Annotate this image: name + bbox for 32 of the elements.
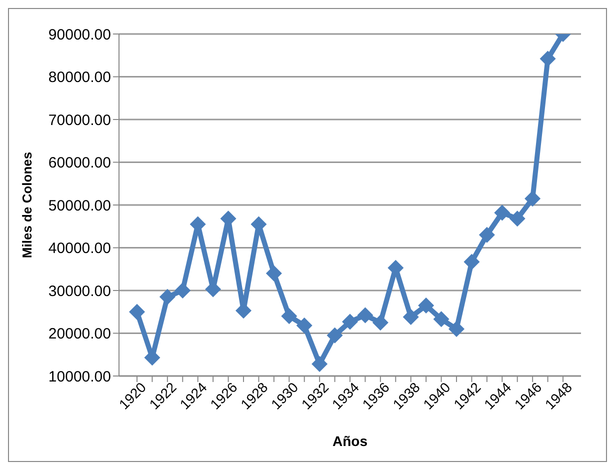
y-tick-label: 10000.00	[48, 368, 111, 386]
y-axis-title: Miles de Colones	[20, 152, 35, 258]
x-axis-title: Años	[332, 433, 368, 449]
y-tick-label: 30000.00	[48, 282, 111, 300]
y-tick-label: 20000.00	[48, 326, 111, 343]
point	[159, 288, 176, 305]
point	[433, 311, 450, 328]
point	[402, 309, 419, 326]
point	[326, 327, 343, 344]
point	[524, 190, 541, 207]
point	[357, 307, 374, 324]
point	[129, 304, 145, 320]
point	[448, 320, 464, 337]
point	[281, 308, 298, 324]
point	[540, 50, 556, 67]
point	[372, 314, 388, 331]
point	[509, 210, 526, 227]
point	[464, 254, 480, 270]
point	[296, 318, 312, 334]
y-tick-label: 80000.00	[48, 69, 111, 86]
point	[174, 282, 191, 298]
point	[342, 314, 358, 330]
point	[266, 265, 282, 282]
point	[494, 204, 510, 221]
y-tick-label: 40000.00	[48, 240, 111, 258]
y-tick-label: 70000.00	[48, 112, 111, 129]
y-tick-label: 50000.00	[48, 197, 111, 214]
y-tick-label: 60000.00	[48, 154, 111, 172]
point	[312, 356, 328, 372]
y-tick-label: 90000.00	[48, 26, 111, 44]
point	[418, 297, 434, 314]
point	[478, 226, 495, 243]
